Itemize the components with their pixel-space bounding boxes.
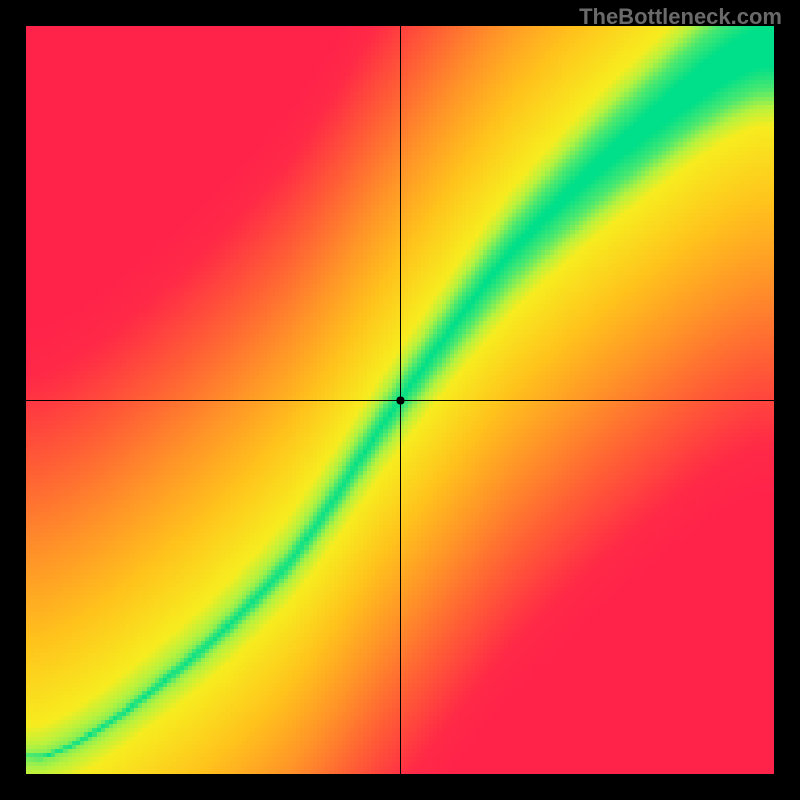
heatmap-plot — [26, 26, 774, 774]
heatmap-canvas — [26, 26, 774, 774]
watermark-text: TheBottleneck.com — [579, 4, 782, 30]
